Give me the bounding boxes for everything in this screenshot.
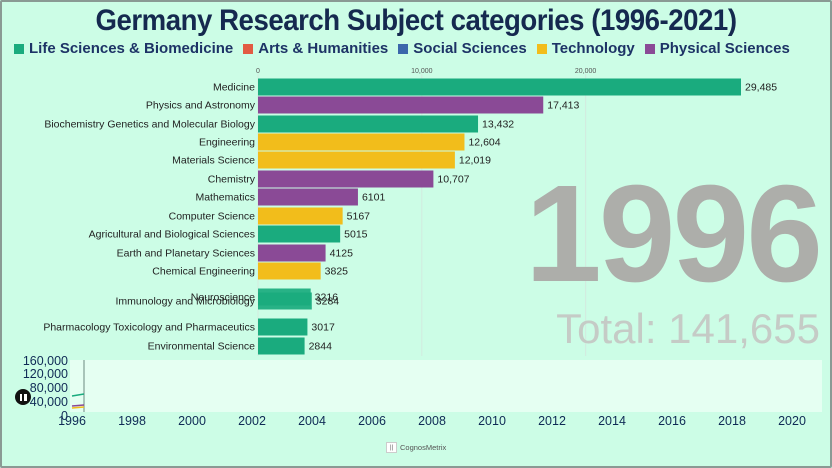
timeline-x-tick: 1998 — [118, 414, 146, 428]
bar-category-label: Agricultural and Biological Sciences — [89, 229, 255, 241]
bar-pharmacology-toxicology-and-pharmaceutics — [258, 318, 308, 336]
bar-value-label: 2844 — [309, 341, 333, 353]
x-axis-tick-label: 20,000 — [575, 68, 597, 75]
timeline-x-tick: 2018 — [718, 414, 746, 428]
bar-category-label: Computer Science — [169, 211, 256, 223]
legend-item-technology[interactable]: Technology — [536, 40, 635, 57]
bar-category-label: Materials Science — [172, 155, 255, 167]
bar-value-label: 13,432 — [482, 119, 514, 131]
timeline-x-tick: 2000 — [178, 414, 206, 428]
chart-title: Germany Research Subject categories (199… — [95, 4, 737, 37]
legend-item-life-sciences[interactable]: Life Sciences & Biomedicine — [14, 40, 233, 57]
legend-swatch — [14, 43, 24, 54]
legend-swatch — [398, 43, 409, 54]
timeline-x-tick: 2006 — [358, 414, 386, 428]
bar-environmental-science — [258, 337, 305, 355]
footer-credit[interactable]: || CognosMetrix — [386, 442, 446, 453]
bar-materials-science — [258, 151, 455, 169]
pause-icon — [19, 393, 22, 401]
legend-item-physical-sciences[interactable]: Physical Sciences — [644, 40, 790, 57]
timeline-x-tick: 2004 — [298, 414, 326, 428]
bar-value-label: 29,485 — [745, 82, 777, 94]
timeline-x-tick: 2002 — [238, 414, 266, 428]
bar-value-label: 3825 — [325, 266, 349, 278]
timeline-y-tick: 160,000 — [22, 354, 68, 368]
bar-category-label: Physics and Astronomy — [146, 100, 256, 112]
bar-engineering — [258, 133, 465, 151]
timeline-y-tick: 40,000 — [29, 395, 68, 409]
bar-mathematics — [258, 188, 358, 206]
bar-category-label: Earth and Planetary Sciences — [117, 248, 255, 260]
timeline-y-tick: 120,000 — [22, 367, 68, 381]
timeline-x-tick: 2020 — [778, 414, 806, 428]
bar-chemistry — [258, 170, 434, 188]
bar-category-label: Chemical Engineering — [152, 266, 255, 278]
bar-category-label: Chemistry — [208, 174, 256, 186]
legend-swatch — [644, 43, 655, 54]
cognosmetrix-logo-icon: || — [386, 442, 397, 453]
timeline-x-tick: 2014 — [598, 414, 626, 428]
legend-label: Technology — [551, 40, 635, 57]
bar-value-label: 5167 — [347, 211, 371, 223]
bar-value-label: 12,604 — [468, 137, 500, 149]
total-label: Total: 141,655 — [556, 305, 820, 352]
legend-label: Life Sciences & Biomedicine — [29, 40, 234, 57]
x-axis-tick-label: 10,000 — [411, 68, 433, 75]
bar-agricultural-and-biological-sciences — [258, 225, 341, 243]
bar-category-label: Neuroscience — [191, 292, 255, 304]
legend: Life Sciences & Biomedicine Arts & Human… — [14, 40, 790, 57]
bar-chart: 0 10,000 20,000 Medicine 29,485 Physics and A… — [43, 68, 777, 356]
x-axis-tick-label: 0 — [256, 68, 260, 75]
timeline-x-axis: 1996 1998 2000 2002 2004 2006 2008 2010 … — [40, 414, 830, 432]
bar-value-label: 3284 — [316, 296, 340, 308]
timeline-lines — [71, 360, 85, 412]
bar-category-label: Medicine — [213, 82, 255, 94]
timeline-x-tick: 2016 — [658, 414, 686, 428]
bar-value-label: 6101 — [362, 192, 386, 204]
timeline-x-tick: 2012 — [538, 414, 566, 428]
bar-immunology-and-microbiology — [258, 292, 312, 310]
legend-item-social-sciences[interactable]: Social Sciences — [398, 40, 527, 57]
bar-biochemistry-genetics-and-molecular-biology — [258, 115, 479, 133]
bar-computer-science — [258, 207, 343, 225]
timeline-y-tick: 80,000 — [29, 381, 68, 395]
timeline-y-tick: 0 — [61, 409, 68, 423]
bar-category-label: Engineering — [199, 137, 255, 149]
bar-category-label: Immunology and Microbiology — [116, 296, 256, 308]
pause-button[interactable] — [15, 389, 31, 405]
timeline-plot[interactable] — [70, 360, 822, 412]
legend-swatch — [536, 43, 547, 54]
footer-text: CognosMetrix — [400, 443, 447, 452]
legend-swatch — [243, 43, 254, 54]
bar-value-label: 5015 — [344, 229, 368, 241]
bar-category-label: Mathematics — [195, 192, 255, 204]
bar-earth-and-planetary-sciences — [258, 244, 326, 262]
bar-value-label: 17,413 — [547, 100, 579, 112]
year-watermark: 1996 — [525, 157, 823, 311]
bar-category-label: Pharmacology Toxicology and Pharmaceutic… — [43, 322, 255, 334]
bar-category-label: Environmental Science — [148, 341, 256, 353]
legend-item-arts-humanities[interactable]: Arts & Humanities — [243, 40, 388, 57]
bar-chemical-engineering — [258, 262, 321, 280]
timeline-x-tick: 1996 — [58, 414, 86, 428]
legend-label: Physical Sciences — [659, 40, 790, 57]
bar-category-label: Biochemistry Genetics and Molecular Biol… — [44, 119, 255, 131]
legend-label: Social Sciences — [413, 40, 527, 57]
bar-medicine — [258, 78, 741, 96]
bar-value-label: 3017 — [311, 322, 335, 334]
bar-value-label: 3216 — [315, 292, 339, 304]
bar-value-label: 10,707 — [437, 174, 469, 186]
timeline-x-tick: 2010 — [478, 414, 506, 428]
timeline-x-tick: 2008 — [418, 414, 446, 428]
bar-physics-and-astronomy — [258, 96, 544, 114]
bar-value-label: 12,019 — [459, 155, 491, 167]
legend-label: Arts & Humanities — [258, 40, 389, 57]
bar-value-label: 4125 — [330, 248, 354, 260]
